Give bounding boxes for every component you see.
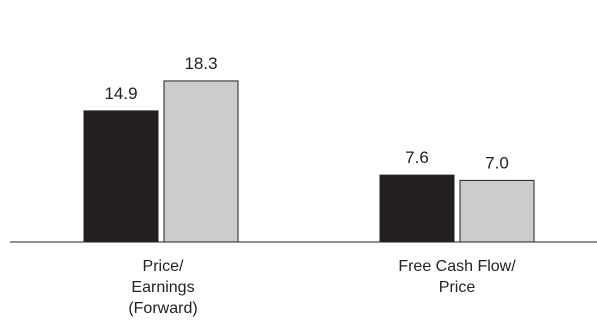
bars-layer <box>83 80 535 243</box>
value-label-series1-category2: 7.6 <box>405 148 429 167</box>
bar-series2-category1 <box>163 80 239 243</box>
category-label-1-line1: Price/ <box>143 258 184 275</box>
category-label-1-line3: (Forward) <box>128 300 197 317</box>
value-label-series2-category2: 7.0 <box>485 153 509 172</box>
bar-series2-category2 <box>459 179 535 243</box>
value-label-series2-category1: 18.3 <box>184 54 217 73</box>
category-label-2-line1: Free Cash Flow/ <box>398 258 516 275</box>
bar-series1-category1 <box>83 110 159 243</box>
category-labels-layer: Price/Earnings (Forward) Free Cash Flow/Pr… <box>128 258 516 317</box>
value-labels-layer: 14.9 7.6 18.3 7.0 <box>104 54 508 172</box>
value-label-series1-category1: 14.9 <box>104 84 137 103</box>
category-label-1-line2: Earnings <box>131 279 194 296</box>
category-label-2-line2: Price <box>439 279 476 296</box>
bar-series1-category2 <box>379 174 455 243</box>
